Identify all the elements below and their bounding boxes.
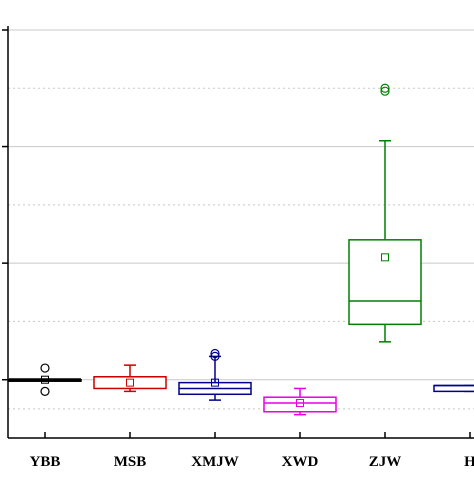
outlier-point	[210, 348, 220, 359]
box-xwd-iqr	[263, 396, 337, 413]
box-xwd	[263, 387, 337, 416]
box-ybb	[8, 363, 82, 396]
x-tick-label: XMJW	[191, 454, 239, 470]
box-h	[433, 384, 474, 393]
x-tick-label: YBB	[30, 454, 61, 470]
box-zjw	[348, 83, 422, 343]
outlier-point	[380, 83, 390, 93]
box-h-iqr	[433, 384, 474, 393]
mean-marker-zjw	[381, 253, 389, 262]
outlier-point	[40, 363, 50, 373]
grid-layer	[8, 29, 474, 410]
box-zjw-iqr	[348, 239, 422, 326]
mean-marker-xwd	[296, 399, 304, 408]
box-layer	[8, 83, 474, 416]
mean-marker-xmjw	[211, 378, 219, 387]
box-msb-iqr	[93, 376, 167, 390]
x-tick-labels: YBB MSB XMJW XWD ZJW H	[30, 454, 474, 470]
outlier-point	[380, 86, 390, 96]
x-tick-label: XWD	[282, 454, 319, 470]
axis-layer	[2, 26, 474, 439]
x-tick-label: H	[464, 454, 474, 470]
box-xmjw	[178, 348, 252, 401]
x-tick-label: ZJW	[369, 454, 402, 470]
outlier-point	[40, 386, 50, 396]
mean-marker-ybb	[41, 375, 49, 384]
x-tick-label: MSB	[114, 454, 147, 470]
mean-marker-msb	[126, 378, 134, 387]
outlier-point	[210, 351, 220, 361]
box-msb	[93, 364, 167, 393]
